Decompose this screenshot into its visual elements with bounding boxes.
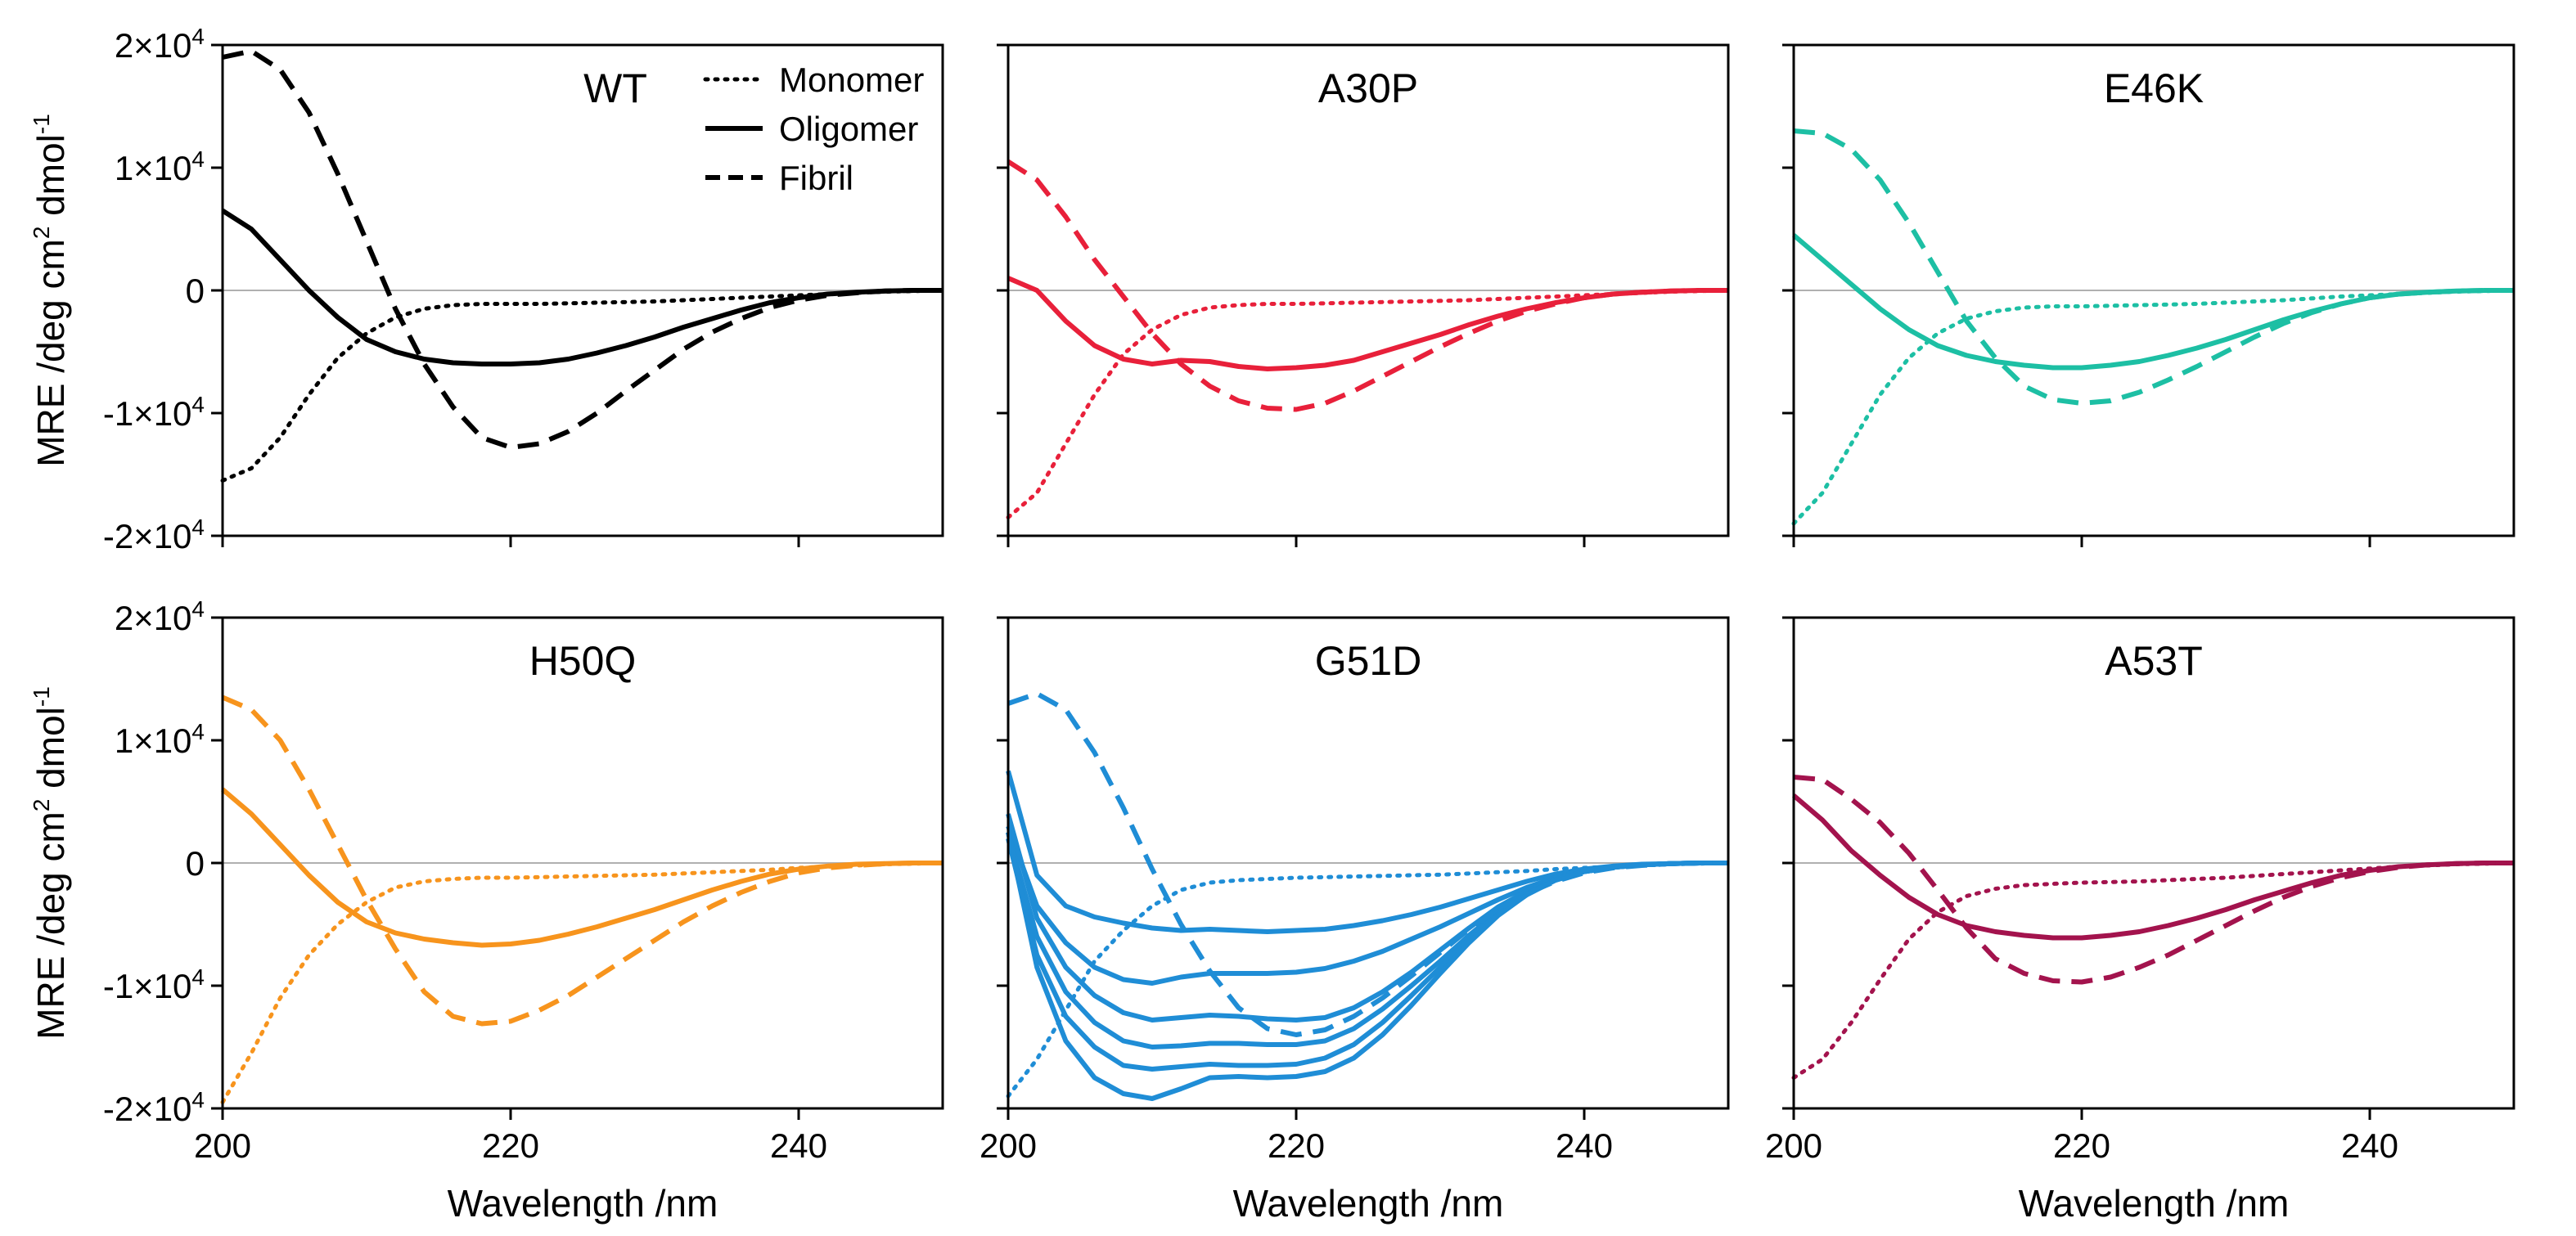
x-tick-label-a53t-1: 220 [2053, 1126, 2110, 1165]
series-wt-oligomer [221, 208, 943, 366]
panel-title-h50q: H50Q [529, 638, 637, 684]
panel-title-g51d: G51D [1315, 638, 1422, 684]
y-tick-label-wt-0: 2×104 [115, 24, 205, 65]
y-tick-label-h50q-3: -1×104 [103, 964, 205, 1005]
legend-label-monomer: Monomer [779, 61, 924, 99]
x-tick-label-h50q-2: 240 [770, 1126, 827, 1165]
panel-title-wt: WT [583, 65, 647, 111]
panel-h50q: H50Q 2×104 1×104 0 -1×104 -2×104 MRE /deg cm2 … [29, 596, 945, 1225]
series-g51d-fibril [1007, 691, 1728, 1037]
series-h50q-fibril [221, 694, 943, 1027]
series-g51d-oligomer-1 [1006, 770, 1728, 934]
panel-wt: WT 2×104 1×104 0 -1×104 -2×104 MRE /deg cm2 dm… [29, 24, 945, 555]
legend-label-oligomer: Oligomer [779, 110, 918, 148]
x-axis-title-g51d: Wavelength /nm [1233, 1182, 1504, 1225]
panel-title-a30p: A30P [1318, 65, 1418, 111]
series-a53t-monomer [1791, 861, 2516, 1080]
panel-a53t: A53T 200 220 240 Wavelength /nm [1765, 616, 2516, 1225]
x-tick-label-g51d-0: 200 [980, 1126, 1037, 1165]
x-tick-label-a53t-2: 240 [2341, 1126, 2398, 1165]
y-tick-label-h50q-4: -2×104 [103, 1087, 205, 1128]
series-h50q-oligomer [221, 787, 943, 948]
x-tick-label-h50q-0: 200 [194, 1126, 251, 1165]
x-tick-label-g51d-2: 240 [1556, 1126, 1613, 1165]
panel-title-e46k: E46K [2104, 65, 2204, 111]
y-tick-label-wt-3: -1×104 [103, 392, 205, 433]
series-g51d-oligomer-2 [1006, 825, 1728, 986]
series-a53t-fibril [1793, 775, 2514, 985]
series-a30p-oligomer [1007, 276, 1728, 371]
panel-e46k: E46K [1782, 43, 2516, 547]
y-tick-label-h50q-2: 0 [186, 844, 205, 883]
x-axis-title-h50q: Wavelength /nm [448, 1182, 718, 1225]
x-tick-label-g51d-1: 220 [1268, 1126, 1325, 1165]
series-a30p-fibril [1007, 159, 1728, 412]
series-e46k-oligomer [1792, 233, 2514, 371]
panel-title-a53t: A53T [2105, 638, 2203, 684]
x-axis-title-a53t: Wavelength /nm [2019, 1182, 2290, 1225]
y-tick-label-h50q-0: 2×104 [115, 596, 205, 637]
y-axis-title-wt: MRE /deg cm2 dmol-1 [29, 114, 72, 467]
panel-a30p: A30P [997, 43, 1731, 547]
y-axis-title-h50q: MRE /deg cm2 dmol-1 [29, 686, 72, 1040]
legend-label-fibril: Fibril [779, 159, 853, 197]
series-wt-monomer [220, 288, 945, 483]
x-tick-label-a53t-0: 200 [1765, 1126, 1822, 1165]
series-a53t-oligomer [1792, 793, 2514, 941]
y-tick-label-wt-4: -2×104 [103, 515, 205, 555]
legend: Monomer Oligomer Fibril [703, 61, 924, 197]
x-tick-label-h50q-1: 220 [482, 1126, 539, 1165]
y-tick-label-h50q-1: 1×104 [115, 719, 205, 760]
series-e46k-fibril [1793, 128, 2514, 406]
series-wt-fibril [222, 48, 943, 450]
series-g51d-oligomer-3 [1006, 813, 1728, 1023]
panel-g51d: G51D 200 220 240 Wavelength /nm [980, 616, 1731, 1225]
series-a30p-monomer [1006, 288, 1731, 519]
series-h50q-monomer [220, 861, 945, 1104]
y-tick-label-wt-1: 1×104 [115, 146, 205, 187]
y-tick-label-wt-2: 0 [186, 272, 205, 310]
